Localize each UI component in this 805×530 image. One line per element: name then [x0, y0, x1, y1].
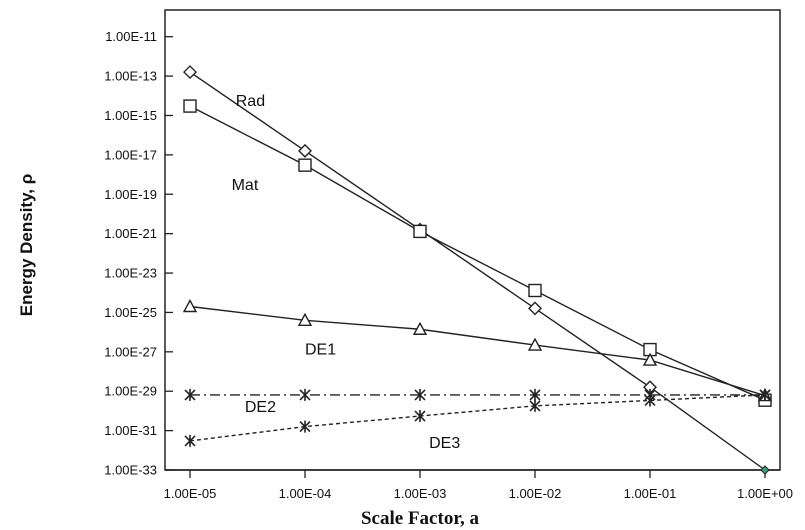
y-tick-label: 1.00E-13	[104, 69, 157, 84]
series-line	[189, 305, 766, 397]
y-axis-label: Energy Density, ρ	[17, 174, 36, 316]
y-tick-label: 1.00E-11	[105, 29, 157, 44]
data-point	[759, 388, 771, 401]
x-axis-label: Scale Factor, a	[361, 508, 480, 529]
series-line	[189, 71, 766, 471]
y-tick-label: 1.00E-33	[104, 463, 157, 478]
data-point	[529, 399, 541, 412]
y-tick-label: 1.00E-23	[104, 266, 157, 281]
data-point	[298, 143, 312, 158]
data-point	[183, 65, 197, 80]
x-tick-label: 1.00E-04	[279, 486, 332, 501]
y-axis-ticks: 1.00E-11 1.00E-13 1.00E-15 1.00E-17 1.00E-19…	[104, 29, 173, 478]
data-point	[299, 388, 311, 401]
series-line	[189, 394, 766, 442]
y-tick-label: 1.00E-27	[104, 344, 157, 359]
series-label: DE3	[429, 435, 460, 452]
x-tick-label: 1.00E-03	[394, 486, 447, 501]
data-point	[297, 312, 313, 326]
data-point	[184, 434, 196, 447]
y-tick-label: 1.00E-19	[104, 187, 157, 202]
y-tick-label: 1.00E-31	[104, 423, 157, 438]
data-point	[414, 388, 426, 401]
series-de1	[182, 299, 773, 402]
data-point	[642, 352, 658, 366]
x-tick-label: 1.00E-02	[509, 486, 562, 501]
series-label: DE2	[245, 399, 276, 416]
series-de3	[184, 388, 771, 447]
x-tick-label: 1.00E+00	[737, 486, 793, 501]
data-point	[413, 224, 427, 239]
x-axis-ticks: 1.00E-05 1.00E-04 1.00E-03 1.00E-02 1.00E-01…	[164, 470, 793, 501]
y-tick-label: 1.00E-15	[104, 108, 157, 123]
series-mat	[183, 99, 772, 407]
data-point	[528, 301, 542, 316]
y-tick-label: 1.00E-29	[104, 384, 157, 399]
series-line	[189, 105, 766, 401]
data-point	[183, 99, 197, 113]
x-tick-label: 1.00E-01	[624, 486, 677, 501]
data-point	[528, 283, 542, 298]
y-tick-label: 1.00E-21	[104, 226, 157, 241]
series-label: DE1	[305, 341, 336, 358]
x-tick-label: 1.00E-05	[164, 486, 217, 501]
y-tick-label: 1.00E-25	[104, 305, 157, 320]
data-point	[644, 394, 656, 407]
data-point	[529, 388, 541, 401]
data-point	[182, 299, 198, 313]
series-group	[182, 65, 773, 475]
data-point	[414, 410, 426, 423]
data-point	[299, 420, 311, 433]
series-labels: Rad Mat DE1 DE2 DE3	[232, 93, 461, 452]
data-point	[760, 465, 770, 475]
data-point	[184, 388, 196, 401]
series-label: Mat	[232, 177, 259, 194]
data-point	[298, 158, 312, 172]
series-label: Rad	[236, 93, 265, 110]
data-point	[412, 321, 428, 335]
data-point	[527, 337, 543, 351]
y-tick-label: 1.00E-17	[104, 147, 157, 162]
